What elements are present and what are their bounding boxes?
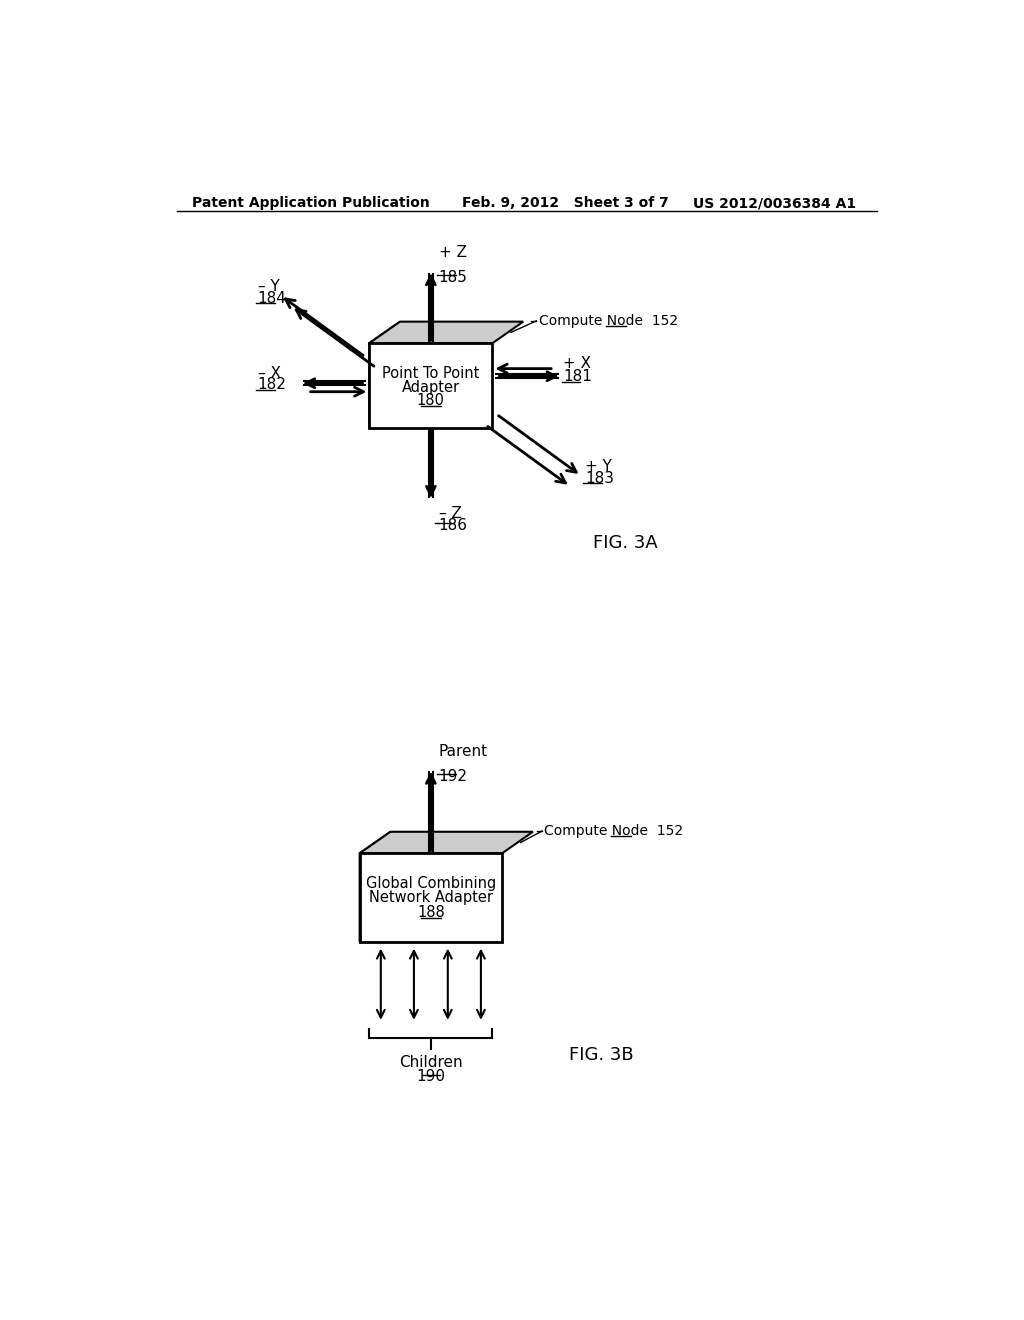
Text: Compute Node  152: Compute Node 152: [539, 314, 678, 327]
Text: – Y: – Y: [258, 279, 280, 294]
Text: 183: 183: [585, 471, 613, 486]
Text: 188: 188: [417, 904, 444, 920]
Polygon shape: [370, 322, 523, 343]
Polygon shape: [359, 832, 390, 942]
Text: + Y: + Y: [585, 459, 611, 474]
Text: Children: Children: [399, 1055, 463, 1071]
Text: 185: 185: [438, 271, 467, 285]
Text: 182: 182: [258, 378, 287, 392]
Text: Network Adapter: Network Adapter: [369, 890, 493, 906]
Text: Adapter: Adapter: [401, 380, 460, 395]
Text: – Z: – Z: [438, 507, 462, 521]
Text: FIG. 3A: FIG. 3A: [593, 535, 657, 552]
Text: 180: 180: [417, 393, 444, 408]
Bar: [370, 343, 493, 428]
Text: Compute Node  152: Compute Node 152: [545, 824, 684, 838]
Text: – X: – X: [258, 366, 281, 380]
Text: US 2012/0036384 A1: US 2012/0036384 A1: [692, 197, 856, 210]
Text: 181: 181: [563, 368, 592, 384]
Text: Global Combining: Global Combining: [366, 876, 496, 891]
Text: 192: 192: [438, 768, 468, 784]
Polygon shape: [359, 832, 532, 853]
Text: FIG. 3B: FIG. 3B: [569, 1047, 634, 1064]
Text: 184: 184: [258, 290, 287, 306]
Text: 186: 186: [438, 517, 468, 533]
Text: Parent: Parent: [438, 743, 487, 759]
Text: Patent Application Publication: Patent Application Publication: [193, 197, 430, 210]
Text: Point To Point: Point To Point: [382, 367, 479, 381]
Bar: [359, 853, 502, 942]
Text: 190: 190: [417, 1069, 445, 1084]
Text: + X: + X: [563, 356, 592, 371]
Text: + Z: + Z: [438, 246, 467, 260]
Polygon shape: [370, 322, 400, 428]
Text: Feb. 9, 2012   Sheet 3 of 7: Feb. 9, 2012 Sheet 3 of 7: [462, 197, 669, 210]
